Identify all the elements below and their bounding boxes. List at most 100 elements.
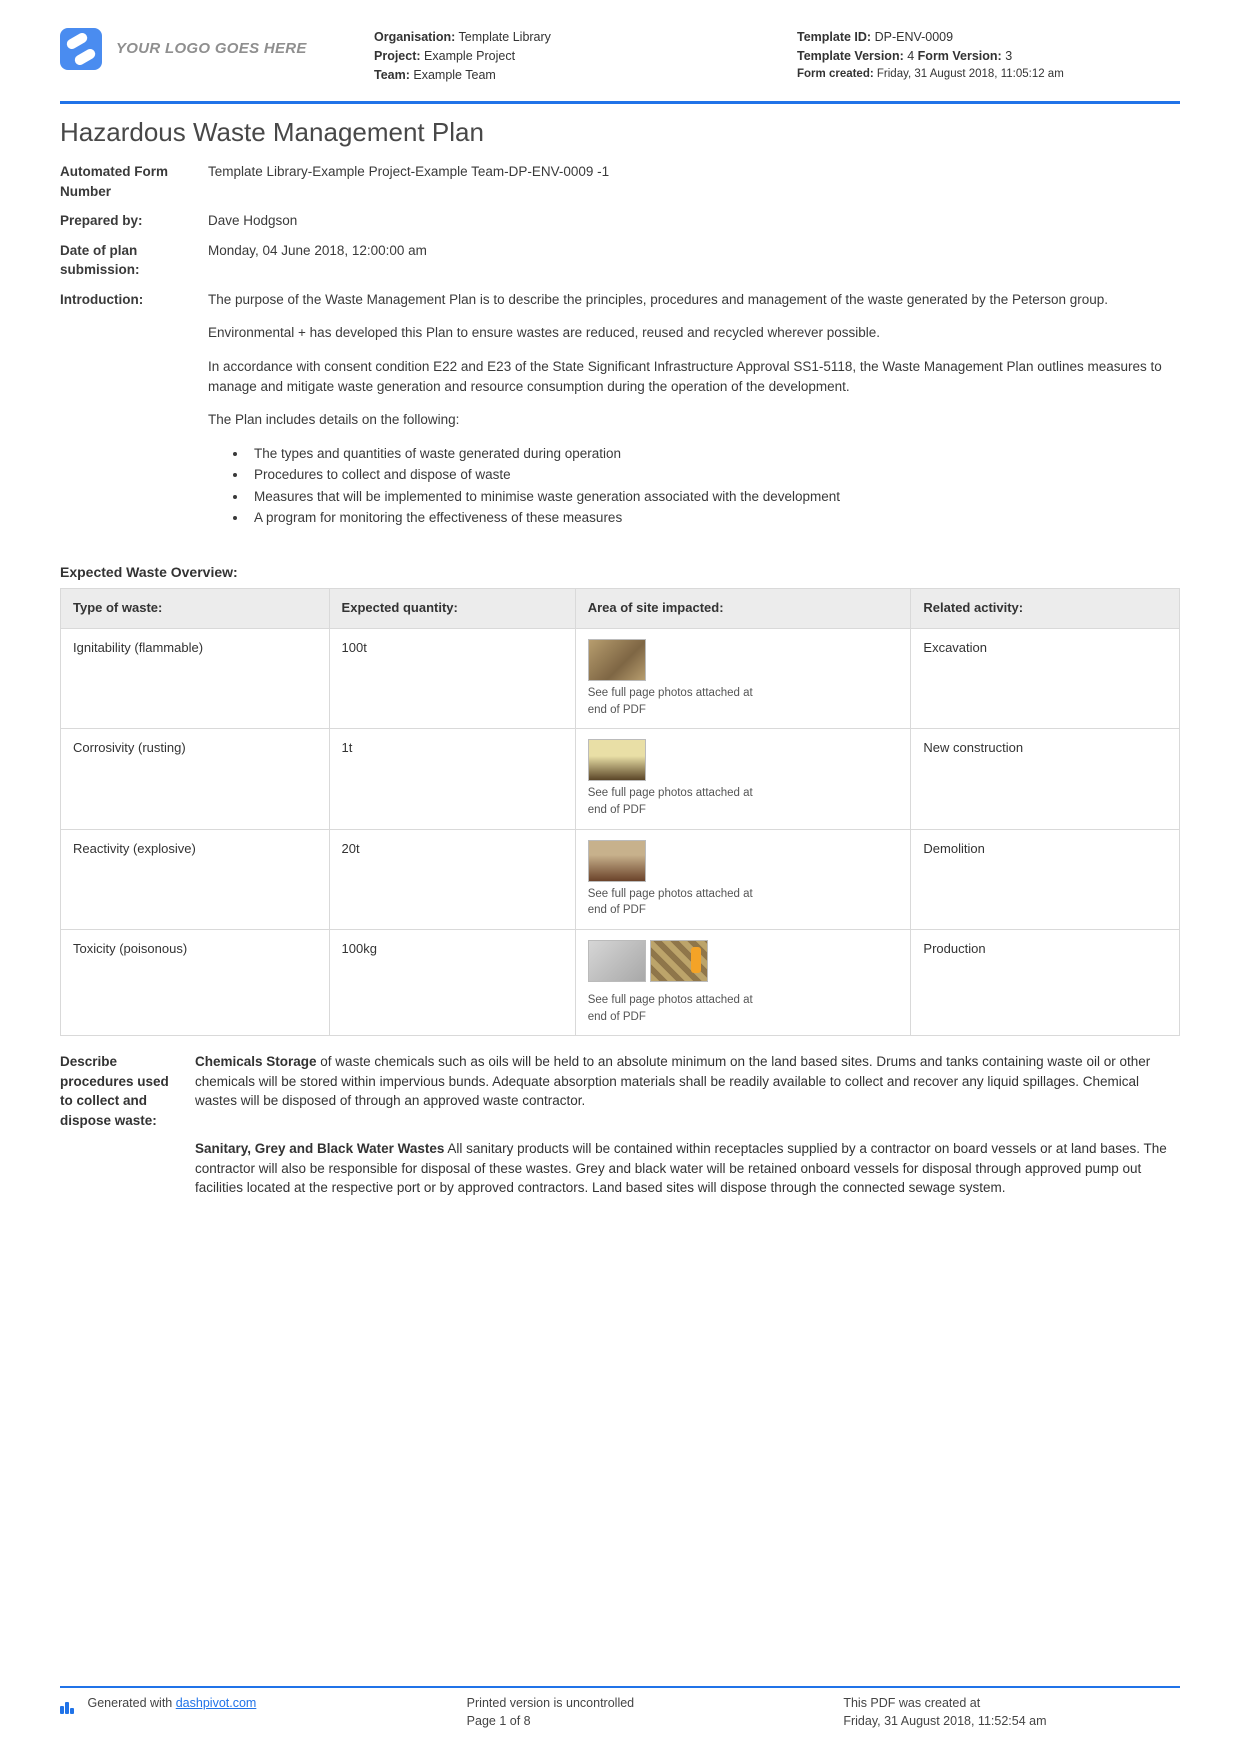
footer-created-label: This PDF was created at bbox=[843, 1694, 1180, 1712]
meta-team-label: Team: bbox=[374, 68, 410, 82]
meta-created-value: Friday, 31 August 2018, 11:05:12 am bbox=[877, 68, 1064, 80]
photo-thumbnail bbox=[588, 940, 646, 982]
intro-bullet: Procedures to collect and dispose of was… bbox=[248, 465, 1180, 485]
header-meta: Organisation: Template Library Project: … bbox=[374, 28, 1180, 85]
page: YOUR LOGO GOES HERE Organisation: Templa… bbox=[0, 0, 1240, 1754]
proc-p1-rest: of waste chemicals such as oils will be … bbox=[195, 1054, 1150, 1108]
photo-thumbnail bbox=[588, 739, 646, 781]
cell-activity: Demolition bbox=[911, 829, 1180, 929]
field-auto-num-value: Template Library-Example Project-Example… bbox=[208, 162, 1180, 201]
footer-rule bbox=[60, 1686, 1180, 1688]
dashpivot-icon bbox=[60, 1696, 78, 1710]
footer-uncontrolled: Printed version is uncontrolled bbox=[467, 1694, 804, 1712]
logo-placeholder-text: YOUR LOGO GOES HERE bbox=[116, 38, 307, 60]
meta-tver-value: 4 bbox=[907, 49, 914, 63]
cell-area: See full page photos attached at end of … bbox=[575, 930, 911, 1036]
meta-project-value: Example Project bbox=[424, 49, 515, 63]
page-title: Hazardous Waste Management Plan bbox=[60, 114, 1180, 152]
table-col-activity: Related activity: bbox=[911, 589, 1180, 629]
table-row: Toxicity (poisonous) 100kg See full page… bbox=[61, 930, 1180, 1036]
logo-slot: YOUR LOGO GOES HERE bbox=[60, 28, 350, 70]
intro-p1: The purpose of the Waste Management Plan… bbox=[208, 290, 1180, 310]
photo-thumbnail bbox=[650, 940, 708, 982]
cell-type: Corrosivity (rusting) bbox=[61, 729, 330, 829]
intro-bullet: Measures that will be implemented to min… bbox=[248, 487, 1180, 507]
cell-qty: 1t bbox=[329, 729, 575, 829]
cell-type: Reactivity (explosive) bbox=[61, 829, 330, 929]
cell-area: See full page photos attached at end of … bbox=[575, 729, 911, 829]
photo-caption: See full page photos attached at end of … bbox=[588, 992, 768, 1025]
table-col-qty: Expected quantity: bbox=[329, 589, 575, 629]
intro-p2: Environmental + has developed this Plan … bbox=[208, 323, 1180, 343]
procedures-label: Describe procedures used to collect and … bbox=[60, 1052, 195, 1225]
procedures-para-2: Sanitary, Grey and Black Water Wastes Al… bbox=[195, 1139, 1180, 1198]
field-prepared-value: Dave Hodgson bbox=[208, 211, 1180, 231]
cell-activity: Excavation bbox=[911, 629, 1180, 729]
meta-col-right: Template ID: DP-ENV-0009 Template Versio… bbox=[797, 28, 1180, 85]
header: YOUR LOGO GOES HERE Organisation: Templa… bbox=[60, 28, 1180, 97]
waste-table: Type of waste: Expected quantity: Area o… bbox=[60, 588, 1180, 1036]
table-col-area: Area of site impacted: bbox=[575, 589, 911, 629]
table-row: Ignitability (flammable) 100t See full p… bbox=[61, 629, 1180, 729]
header-rule bbox=[60, 101, 1180, 104]
cell-area: See full page photos attached at end of … bbox=[575, 829, 911, 929]
table-col-type: Type of waste: bbox=[61, 589, 330, 629]
cell-activity: Production bbox=[911, 930, 1180, 1036]
footer-col-left: Generated with dashpivot.com bbox=[60, 1694, 397, 1730]
proc-p1-bold: Chemicals Storage bbox=[195, 1054, 317, 1069]
table-row: Corrosivity (rusting) 1t See full page p… bbox=[61, 729, 1180, 829]
photo-caption: See full page photos attached at end of … bbox=[588, 785, 768, 818]
footer-col-right: This PDF was created at Friday, 31 Augus… bbox=[803, 1694, 1180, 1730]
meta-tid-value: DP-ENV-0009 bbox=[875, 30, 954, 44]
field-date-label: Date of plan submission: bbox=[60, 241, 208, 280]
table-row: Reactivity (explosive) 20t See full page… bbox=[61, 829, 1180, 929]
field-date-value: Monday, 04 June 2018, 12:00:00 am bbox=[208, 241, 1180, 280]
footer-row: Generated with dashpivot.com Printed ver… bbox=[60, 1694, 1180, 1730]
footer-col-center: Printed version is uncontrolled Page 1 o… bbox=[397, 1694, 804, 1730]
footer: Generated with dashpivot.com Printed ver… bbox=[60, 1686, 1180, 1730]
field-auto-num-label: Automated Form Number bbox=[60, 162, 208, 201]
photo-caption: See full page photos attached at end of … bbox=[588, 886, 768, 919]
field-intro-body: The purpose of the Waste Management Plan… bbox=[208, 290, 1180, 538]
meta-col-left: Organisation: Template Library Project: … bbox=[374, 28, 757, 85]
meta-tid-label: Template ID: bbox=[797, 30, 871, 44]
cell-activity: New construction bbox=[911, 729, 1180, 829]
proc-p2-bold: Sanitary, Grey and Black Water Wastes bbox=[195, 1141, 444, 1156]
table-heading: Expected Waste Overview: bbox=[60, 562, 1180, 582]
footer-generated-prefix: Generated with bbox=[87, 1696, 175, 1710]
logo-icon bbox=[60, 28, 102, 70]
footer-link[interactable]: dashpivot.com bbox=[176, 1696, 257, 1710]
cell-qty: 100t bbox=[329, 629, 575, 729]
intro-bullet: A program for monitoring the effectivene… bbox=[248, 508, 1180, 528]
photo-thumbnail bbox=[588, 639, 646, 681]
cell-qty: 20t bbox=[329, 829, 575, 929]
cell-type: Toxicity (poisonous) bbox=[61, 930, 330, 1036]
meta-project-label: Project: bbox=[374, 49, 421, 63]
intro-p3: In accordance with consent condition E22… bbox=[208, 357, 1180, 396]
intro-bullets: The types and quantities of waste genera… bbox=[248, 444, 1180, 528]
procedures-para-1: Chemicals Storage of waste chemicals suc… bbox=[195, 1052, 1180, 1111]
cell-area: See full page photos attached at end of … bbox=[575, 629, 911, 729]
field-intro: Introduction: The purpose of the Waste M… bbox=[60, 290, 1180, 538]
meta-team-value: Example Team bbox=[413, 68, 495, 82]
procedures-text: Chemicals Storage of waste chemicals suc… bbox=[195, 1052, 1180, 1225]
meta-fver-label: Form Version: bbox=[918, 49, 1002, 63]
table-header-row: Type of waste: Expected quantity: Area o… bbox=[61, 589, 1180, 629]
field-date: Date of plan submission: Monday, 04 June… bbox=[60, 241, 1180, 280]
photo-caption: See full page photos attached at end of … bbox=[588, 685, 768, 718]
meta-org-value: Template Library bbox=[459, 30, 551, 44]
field-auto-num: Automated Form Number Template Library-E… bbox=[60, 162, 1180, 201]
procedures-block: Describe procedures used to collect and … bbox=[60, 1052, 1180, 1225]
meta-org-label: Organisation: bbox=[374, 30, 455, 44]
intro-bullet: The types and quantities of waste genera… bbox=[248, 444, 1180, 464]
meta-created-label: Form created: bbox=[797, 68, 874, 80]
footer-created-value: Friday, 31 August 2018, 11:52:54 am bbox=[843, 1712, 1180, 1730]
photo-thumbnail bbox=[588, 840, 646, 882]
field-intro-label: Introduction: bbox=[60, 290, 208, 538]
footer-page: Page 1 of 8 bbox=[467, 1712, 804, 1730]
cell-qty: 100kg bbox=[329, 930, 575, 1036]
meta-tver-label: Template Version: bbox=[797, 49, 904, 63]
meta-fver-value: 3 bbox=[1005, 49, 1012, 63]
intro-p4: The Plan includes details on the followi… bbox=[208, 410, 1180, 430]
field-prepared: Prepared by: Dave Hodgson bbox=[60, 211, 1180, 231]
